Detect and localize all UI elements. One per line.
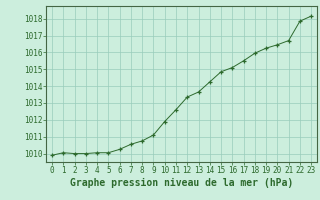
X-axis label: Graphe pression niveau de la mer (hPa): Graphe pression niveau de la mer (hPa) — [70, 178, 293, 188]
